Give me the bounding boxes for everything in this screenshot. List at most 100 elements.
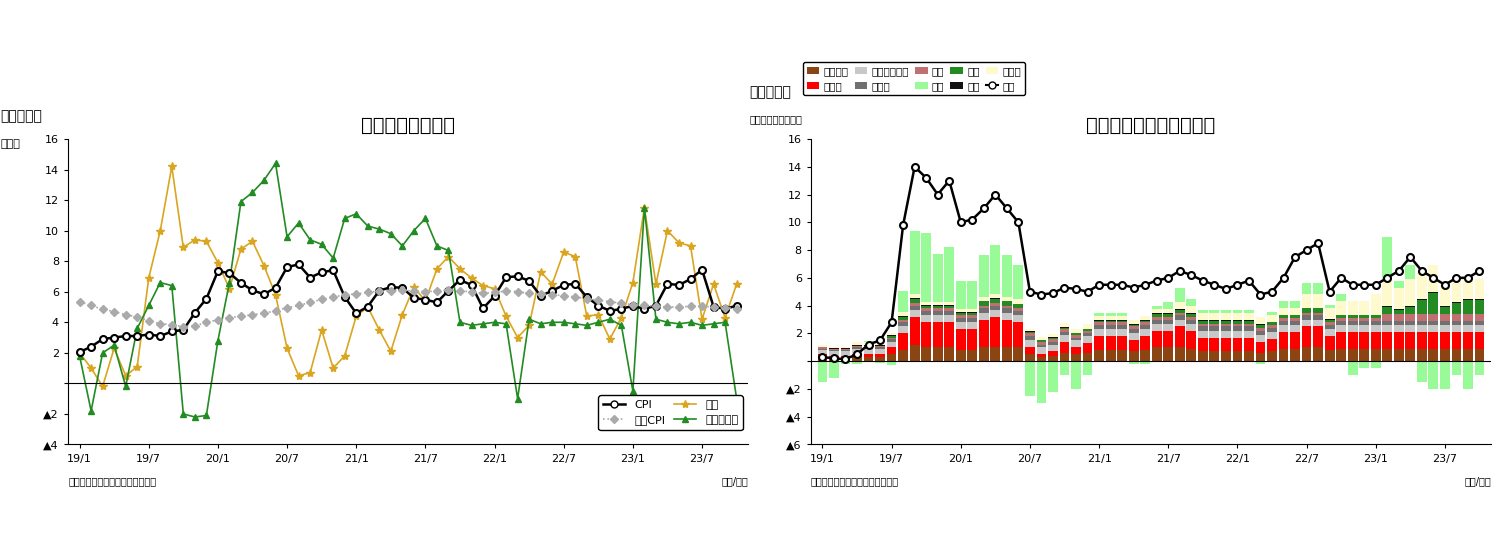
- Bar: [1001, 313, 1012, 319]
- Bar: [1175, 310, 1185, 313]
- Bar: [1267, 312, 1277, 314]
- Bar: [875, 354, 886, 357]
- Bar: [1152, 331, 1161, 348]
- Bar: [1256, 353, 1265, 361]
- Legend: CPI, コアCPI, 食品, 燃料・電力: CPI, コアCPI, 食品, 燃料・電力: [598, 395, 742, 430]
- Bar: [967, 313, 977, 315]
- Bar: [1417, 300, 1426, 314]
- Bar: [1152, 306, 1161, 309]
- Bar: [852, 345, 861, 346]
- Bar: [1001, 255, 1012, 296]
- Bar: [1105, 320, 1116, 321]
- Bar: [944, 315, 955, 323]
- Bar: [1209, 351, 1220, 361]
- Bar: [1071, 329, 1081, 333]
- Bar: [1152, 313, 1161, 314]
- Bar: [1071, 348, 1081, 354]
- Bar: [1152, 317, 1161, 319]
- Bar: [898, 333, 908, 350]
- Bar: [1187, 299, 1196, 306]
- Bar: [1417, 325, 1426, 332]
- Bar: [1048, 361, 1057, 392]
- Bar: [1036, 340, 1047, 342]
- Bar: [863, 341, 873, 343]
- Bar: [1348, 361, 1357, 375]
- Bar: [979, 308, 989, 313]
- Bar: [887, 336, 896, 338]
- 燃料・電力: [705, 320, 723, 327]
- Bar: [1279, 315, 1289, 318]
- Bar: [1325, 319, 1334, 323]
- Bar: [818, 350, 827, 354]
- Bar: [863, 346, 873, 348]
- Bar: [1267, 351, 1277, 361]
- Bar: [991, 298, 1000, 299]
- Bar: [1462, 361, 1473, 389]
- Bar: [1140, 320, 1151, 321]
- Bar: [840, 351, 851, 356]
- Bar: [991, 245, 1000, 294]
- Bar: [898, 317, 908, 319]
- Bar: [944, 308, 955, 311]
- Bar: [1429, 332, 1438, 349]
- Bar: [1187, 324, 1196, 331]
- Bar: [1348, 318, 1357, 321]
- Text: （年/月）: （年/月）: [1464, 476, 1491, 486]
- Line: 食品: 食品: [75, 162, 741, 390]
- Text: （資料）インド統計・計画実施省: （資料）インド統計・計画実施省: [68, 476, 157, 486]
- Bar: [1026, 331, 1035, 332]
- Bar: [1440, 332, 1450, 349]
- Bar: [967, 281, 977, 309]
- Bar: [863, 354, 873, 357]
- Bar: [1462, 349, 1473, 361]
- 食品: [836, 356, 854, 362]
- 食品: [1274, 275, 1292, 281]
- Bar: [1301, 348, 1312, 361]
- Bar: [944, 247, 955, 302]
- Bar: [1152, 319, 1161, 324]
- Bar: [1175, 319, 1185, 326]
- コアCPI: [232, 313, 250, 319]
- Bar: [1383, 349, 1392, 361]
- Bar: [1291, 332, 1300, 349]
- Bar: [1291, 325, 1300, 332]
- Bar: [1083, 333, 1092, 336]
- Bar: [956, 350, 965, 361]
- コアCPI: [175, 324, 193, 330]
- Bar: [944, 348, 955, 361]
- Bar: [1026, 348, 1035, 354]
- Bar: [1036, 357, 1047, 361]
- Bar: [1232, 321, 1242, 324]
- Bar: [910, 317, 920, 344]
- Bar: [1221, 313, 1230, 320]
- Bar: [1462, 325, 1473, 332]
- Bar: [1395, 310, 1404, 314]
- Bar: [944, 306, 955, 308]
- Bar: [1130, 333, 1139, 340]
- 燃料・電力: [532, 320, 550, 327]
- Bar: [1209, 324, 1220, 326]
- Bar: [830, 348, 839, 349]
- Bar: [887, 339, 896, 342]
- Bar: [1060, 342, 1069, 353]
- Bar: [1187, 314, 1196, 317]
- Bar: [1197, 313, 1208, 320]
- Bar: [1140, 323, 1151, 325]
- Text: （資料）インド統計・計画実施省: （資料）インド統計・計画実施省: [810, 476, 899, 486]
- Bar: [1014, 299, 1023, 304]
- Bar: [1336, 314, 1346, 315]
- 燃料・電力: [578, 322, 596, 329]
- Bar: [1244, 331, 1254, 338]
- Bar: [1279, 325, 1289, 332]
- Bar: [1395, 309, 1404, 310]
- コアCPI: [705, 304, 723, 310]
- Bar: [1105, 313, 1116, 316]
- Bar: [1370, 325, 1381, 332]
- Bar: [1048, 339, 1057, 342]
- Bar: [1395, 314, 1404, 321]
- Bar: [1279, 314, 1289, 315]
- Bar: [1105, 329, 1116, 336]
- 食品: [705, 281, 723, 287]
- Bar: [875, 349, 886, 354]
- Bar: [1360, 318, 1369, 321]
